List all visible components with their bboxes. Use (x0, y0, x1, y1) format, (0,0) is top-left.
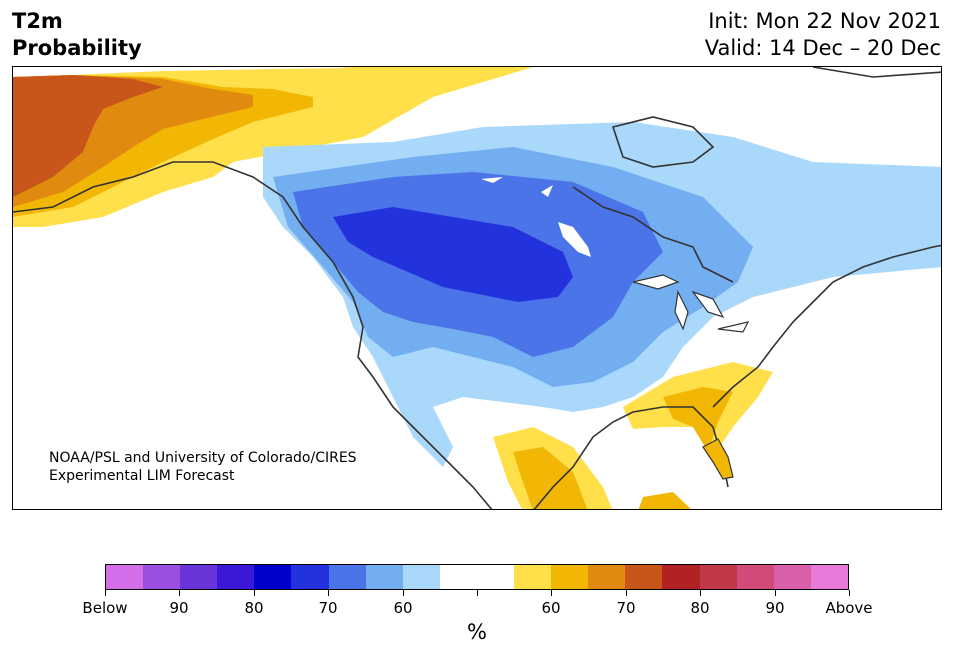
colorbar-tick (775, 590, 776, 596)
colorbar-tick-label: 80 (244, 599, 264, 617)
credit-line2: Experimental LIM Forecast (49, 468, 235, 484)
colorbar-cell (402, 565, 440, 589)
colorbar-cell (662, 565, 700, 589)
colorbar-cell (254, 565, 292, 589)
colorbar-tick (179, 590, 180, 596)
credit-line1: NOAA/PSL and University of Colorado/CIRE… (49, 450, 357, 466)
colorbar-cell (476, 565, 515, 589)
colorbar-cell (773, 565, 811, 589)
title-variable: T2m (12, 9, 63, 33)
colorbar-cell (439, 565, 477, 589)
colorbar-cell (143, 565, 181, 589)
map-credit: NOAA/PSL and University of Colorado/CIRE… (49, 449, 357, 485)
colorbar-tick (626, 590, 627, 596)
colorbar-tick-label: 60 (541, 599, 561, 617)
colorbar (105, 564, 849, 590)
map-canvas (13, 67, 941, 509)
colorbar-cell (514, 565, 552, 589)
valid-range: Valid: 14 Dec – 20 Dec (704, 36, 941, 60)
colorbar-unit: % (467, 620, 487, 644)
date-info: Init: Mon 22 Nov 2021 Valid: 14 Dec – 20… (705, 8, 941, 62)
colorbar-cell (217, 565, 255, 589)
colorbar-cell (625, 565, 663, 589)
colorbar-cell (328, 565, 366, 589)
colorbar-cell (551, 565, 589, 589)
colorbar-cell (588, 565, 626, 589)
colorbar-tick (403, 590, 404, 596)
region-alaska-warm75 (13, 75, 163, 197)
title-metric: Probability (12, 36, 142, 60)
lakes-canada (481, 177, 591, 257)
colorbar-tick-label: 90 (765, 599, 785, 617)
colorbar-tick (477, 590, 478, 596)
colorbar-tick-label: Below (82, 599, 128, 617)
colorbar-tick-label: 80 (690, 599, 710, 617)
colorbar-cell (699, 565, 737, 589)
great-lakes (632, 274, 750, 333)
coastlines (13, 67, 941, 509)
chart-title: T2m Probability (12, 8, 142, 62)
colorbar-cell (810, 565, 848, 589)
colorbar-tick-label: 60 (393, 599, 413, 617)
colorbar-tick-label: 70 (318, 599, 338, 617)
region-cold75 (333, 207, 573, 302)
colorbar-tick (700, 590, 701, 596)
region-mexico-warm65 (513, 447, 588, 509)
colorbar-tick (105, 590, 106, 596)
colorbar-tick-label: Above (825, 599, 873, 617)
florida-outline (702, 438, 734, 480)
colorbar-cell (106, 565, 144, 589)
colorbar-tick-label: 90 (169, 599, 189, 617)
colorbar-cell (291, 565, 329, 589)
region-se-warm65 (663, 387, 733, 452)
colorbar-tick (849, 590, 850, 596)
colorbar-cell (736, 565, 774, 589)
colorbar-tick-label: 70 (616, 599, 636, 617)
region-cuba-warm (638, 492, 691, 509)
colorbar-tick (551, 590, 552, 596)
colorbar-cell (365, 565, 403, 589)
colorbar-tick (328, 590, 329, 596)
region-greenland-warm (343, 67, 513, 87)
init-date: Init: Mon 22 Nov 2021 (708, 9, 941, 33)
forecast-map (12, 66, 942, 510)
colorbar-tick (254, 590, 255, 596)
colorbar-cell (180, 565, 218, 589)
